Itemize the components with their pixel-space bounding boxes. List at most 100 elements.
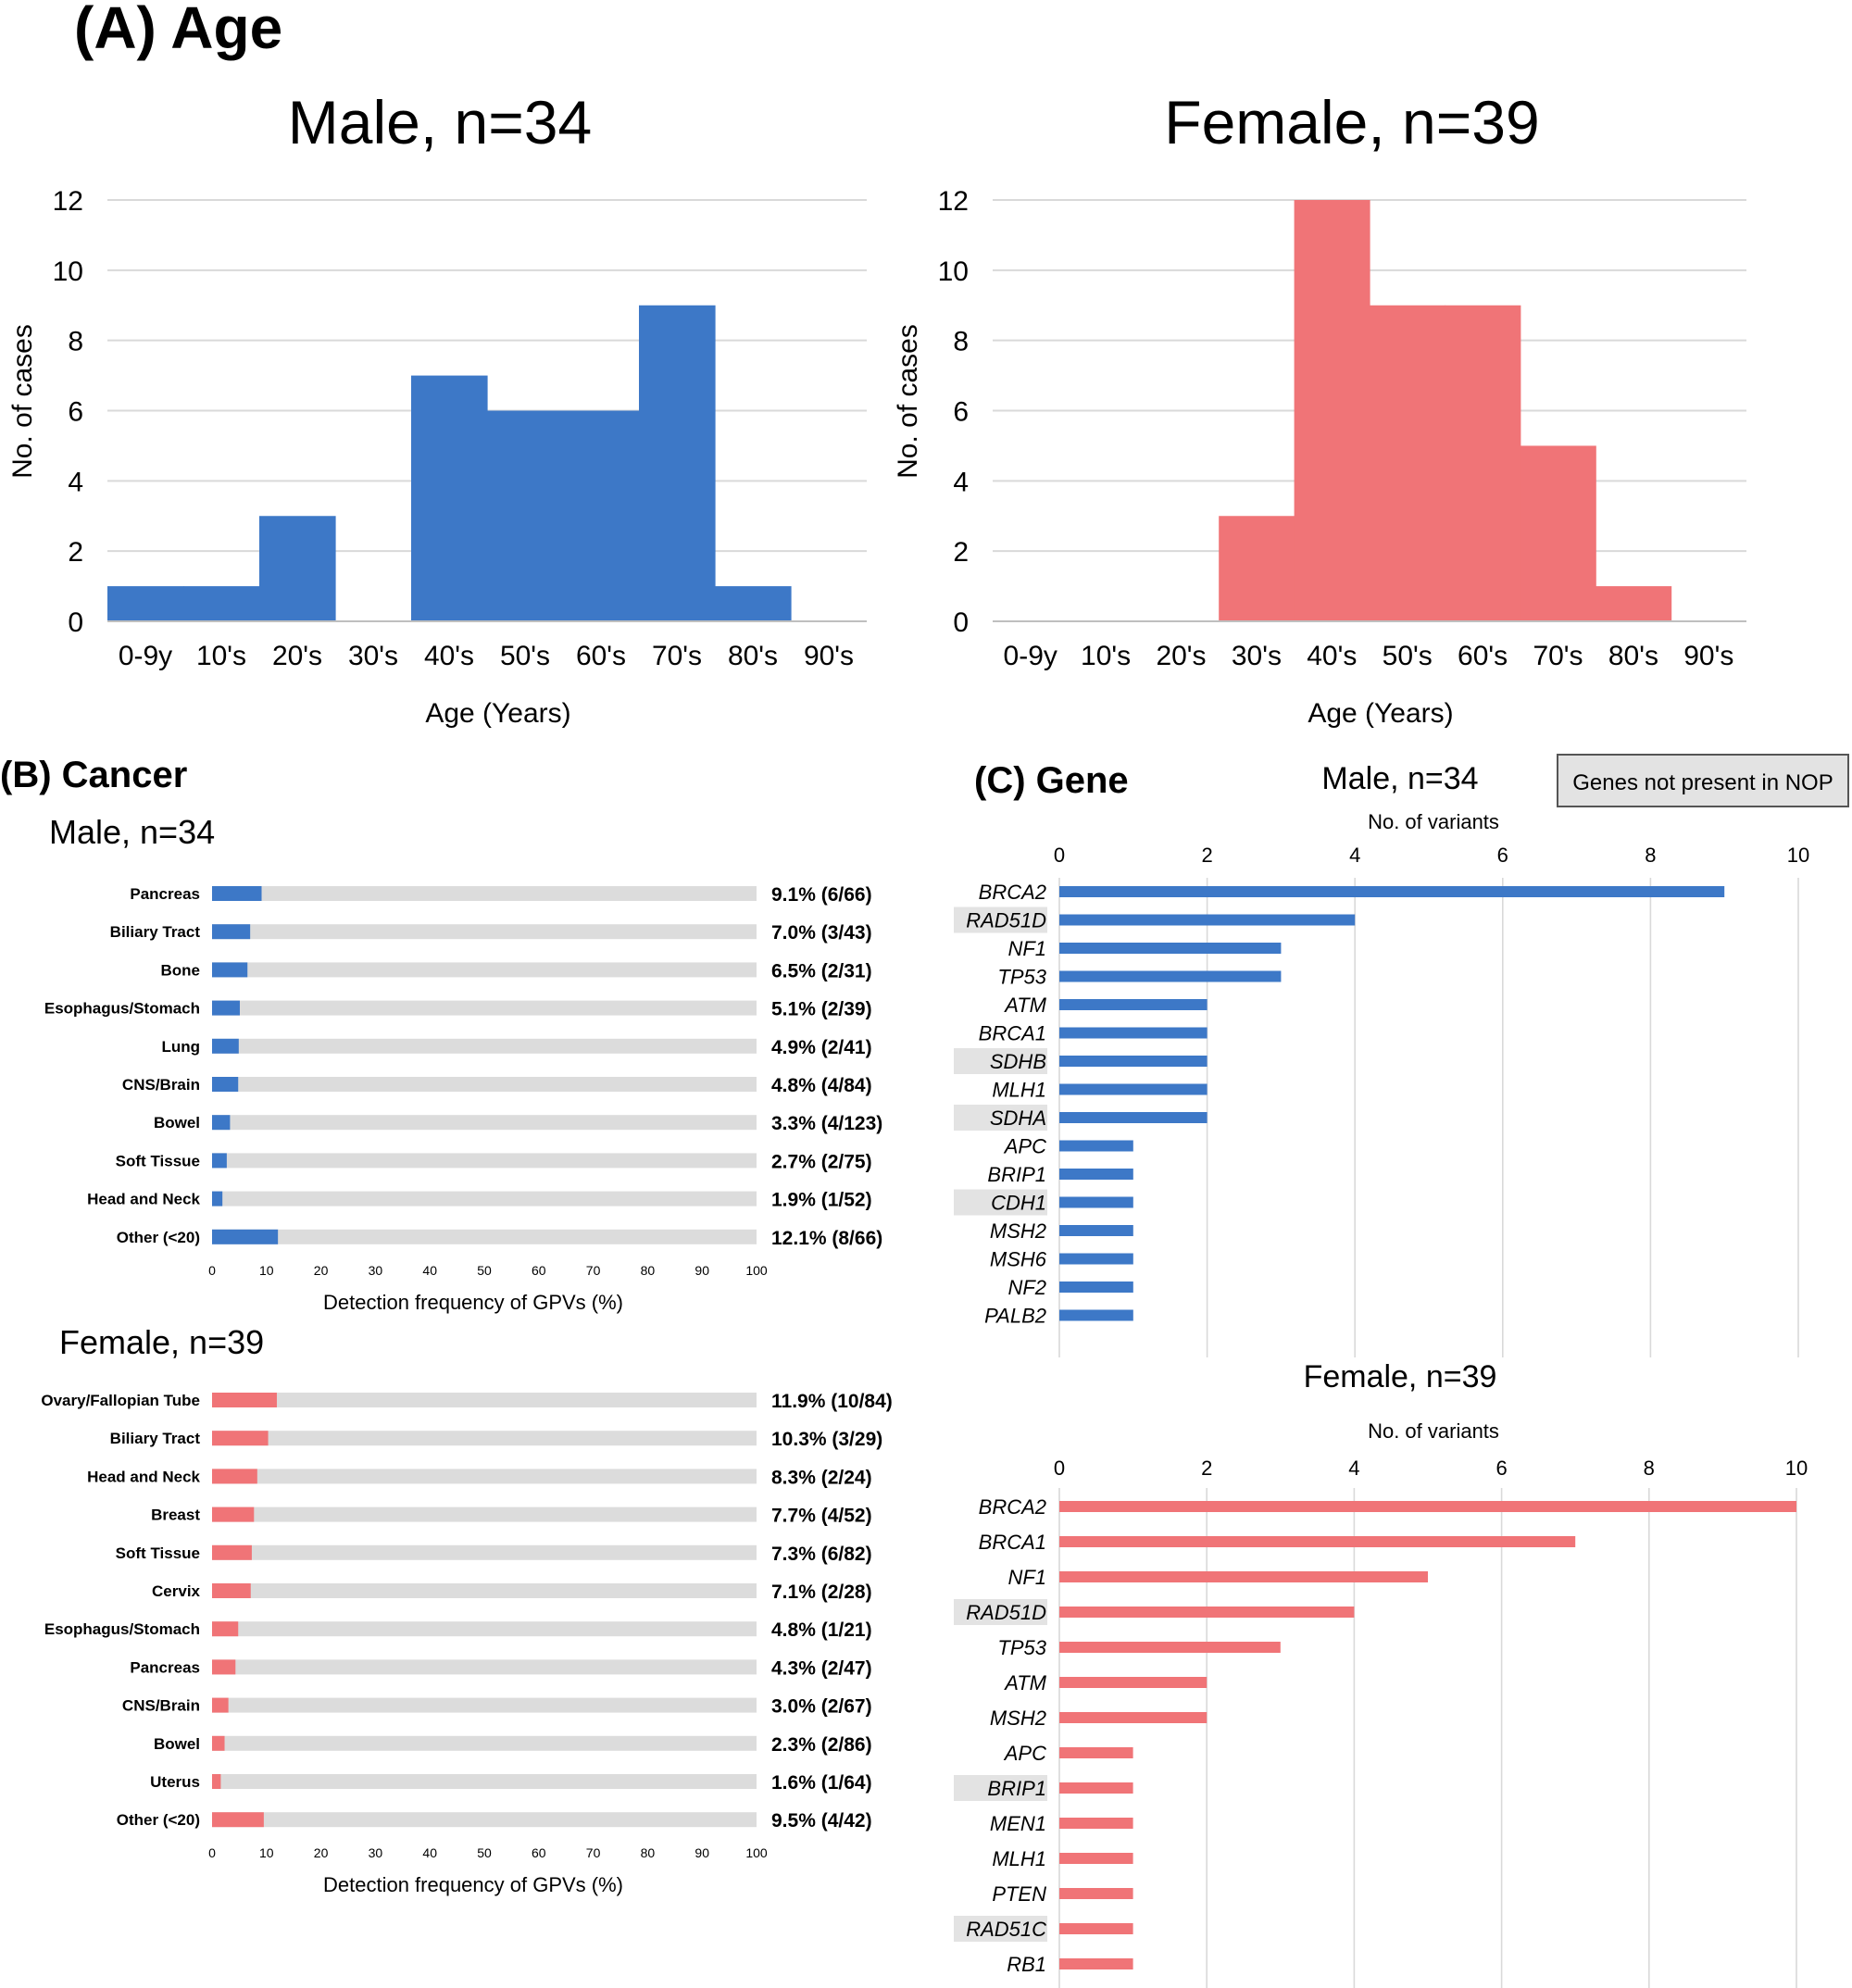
x-tick-label: 60's [576, 641, 626, 671]
bar [715, 586, 792, 621]
x-tick-label: 6 [1495, 1457, 1507, 1480]
bar-track [212, 1507, 757, 1522]
x-tick-label: 30 [369, 1845, 383, 1860]
chart-title: Female, n=39 [59, 1323, 264, 1361]
panel-c-label: (C) Gene [974, 760, 1129, 801]
gene-label: MSH6 [990, 1248, 1047, 1271]
bar-track [212, 1077, 757, 1092]
bar [487, 410, 564, 621]
y-tick-label: 8 [953, 327, 969, 357]
x-tick-label: 2 [1201, 844, 1212, 867]
category-label: Biliary Tract [110, 1430, 201, 1447]
data-label: 9.5% (4/42) [771, 1810, 872, 1832]
x-tick-label: 20's [272, 641, 322, 671]
bar [1059, 1309, 1133, 1321]
category-label: Esophagus/Stomach [44, 1000, 200, 1018]
bar-track [212, 1659, 757, 1675]
bar-track [212, 1229, 757, 1244]
y-tick-label: 12 [53, 186, 83, 217]
x-axis-title: Age (Years) [425, 698, 570, 729]
gene-label: APC [1003, 1135, 1046, 1158]
bar [563, 410, 640, 621]
bar [212, 1000, 240, 1016]
bar-track [212, 1735, 757, 1751]
bar-track [212, 1621, 757, 1637]
bar [1059, 1140, 1133, 1152]
x-tick-label: 70's [1533, 641, 1583, 671]
x-tick-label: 40's [1307, 641, 1357, 671]
x-tick-label: 2 [1201, 1457, 1212, 1480]
bar [212, 1038, 239, 1054]
data-label: 4.8% (1/21) [771, 1619, 872, 1641]
y-tick-label: 4 [953, 467, 969, 497]
data-label: 4.3% (2/47) [771, 1657, 872, 1679]
bar [107, 586, 184, 621]
nop-highlight [954, 1048, 1047, 1074]
x-tick-label: 50's [500, 641, 550, 671]
gene-label: BRCA2 [979, 1495, 1046, 1519]
bar [411, 375, 488, 621]
x-tick-label: 70 [586, 1845, 601, 1860]
x-tick-label: 6 [1497, 844, 1508, 867]
data-label: 3.3% (4/123) [771, 1113, 882, 1134]
bar [1059, 1923, 1133, 1934]
gene-label: TP53 [997, 1636, 1046, 1659]
y-tick-label: 2 [68, 537, 83, 568]
bar-track [212, 924, 757, 940]
x-tick-label: 90's [804, 641, 854, 671]
bar [259, 516, 336, 621]
bar-track [212, 1115, 757, 1131]
gene-label: BRIP1 [987, 1163, 1046, 1186]
x-tick-label: 90 [694, 1263, 709, 1278]
nop-legend-box [1557, 754, 1849, 807]
data-label: 1.9% (1/52) [771, 1190, 872, 1211]
y-tick-label: 10 [53, 256, 83, 287]
data-label: 7.7% (4/52) [771, 1506, 872, 1527]
y-tick-label: 0 [68, 607, 83, 638]
x-tick-label: 40's [424, 641, 474, 671]
data-label: 11.9% (10/84) [771, 1391, 893, 1412]
x-tick-label: 60 [532, 1263, 546, 1278]
category-label: Esophagus/Stomach [44, 1620, 200, 1638]
bar [1059, 970, 1282, 982]
nop-highlight [954, 1105, 1047, 1131]
bar-track [212, 962, 757, 978]
x-tick-label: 0 [208, 1845, 216, 1860]
data-label: 8.3% (2/24) [771, 1467, 872, 1488]
data-label: 3.0% (2/67) [771, 1696, 872, 1718]
y-tick-label: 0 [953, 607, 969, 638]
category-label: Pancreas [130, 885, 200, 903]
x-axis-title: No. of variants [1368, 810, 1499, 833]
bar [1059, 1196, 1133, 1208]
gene-label: PTEN [992, 1882, 1046, 1906]
x-axis-title: Detection frequency of GPVs (%) [323, 1291, 623, 1314]
bar-track [212, 1583, 757, 1598]
bar [1059, 1112, 1208, 1123]
category-label: Breast [151, 1507, 200, 1524]
category-label: Bowel [154, 1114, 200, 1132]
bar [1059, 943, 1282, 954]
x-tick-label: 90's [1683, 641, 1733, 671]
gene-label: RAD51D [966, 1601, 1046, 1624]
x-tick-label: 0-9y [1004, 641, 1057, 671]
data-label: 12.1% (8/66) [771, 1228, 882, 1249]
bar [1059, 1253, 1133, 1265]
y-tick-label: 4 [68, 467, 83, 497]
gene-label: ATM [1003, 1671, 1046, 1694]
bar [212, 1621, 239, 1637]
bar [1059, 999, 1208, 1010]
bar [1059, 886, 1725, 897]
bar [1059, 1747, 1133, 1758]
x-tick-label: 10 [259, 1845, 274, 1860]
cancer-male-chart: Male, n=34 Pancreas 9.1% (6/66) Biliary Tra… [44, 813, 882, 1314]
bar [212, 924, 251, 940]
x-tick-label: 4 [1348, 1457, 1359, 1480]
gene-label: NF1 [1007, 937, 1046, 960]
x-tick-label: 100 [745, 1263, 768, 1278]
bar-track [212, 1812, 757, 1828]
x-tick-label: 0 [1054, 844, 1065, 867]
gene-label: CDH1 [991, 1192, 1046, 1215]
gene-label: BRCA1 [979, 1022, 1046, 1045]
chart-title: Male, n=34 [49, 813, 215, 851]
data-label: 7.0% (3/43) [771, 922, 872, 944]
